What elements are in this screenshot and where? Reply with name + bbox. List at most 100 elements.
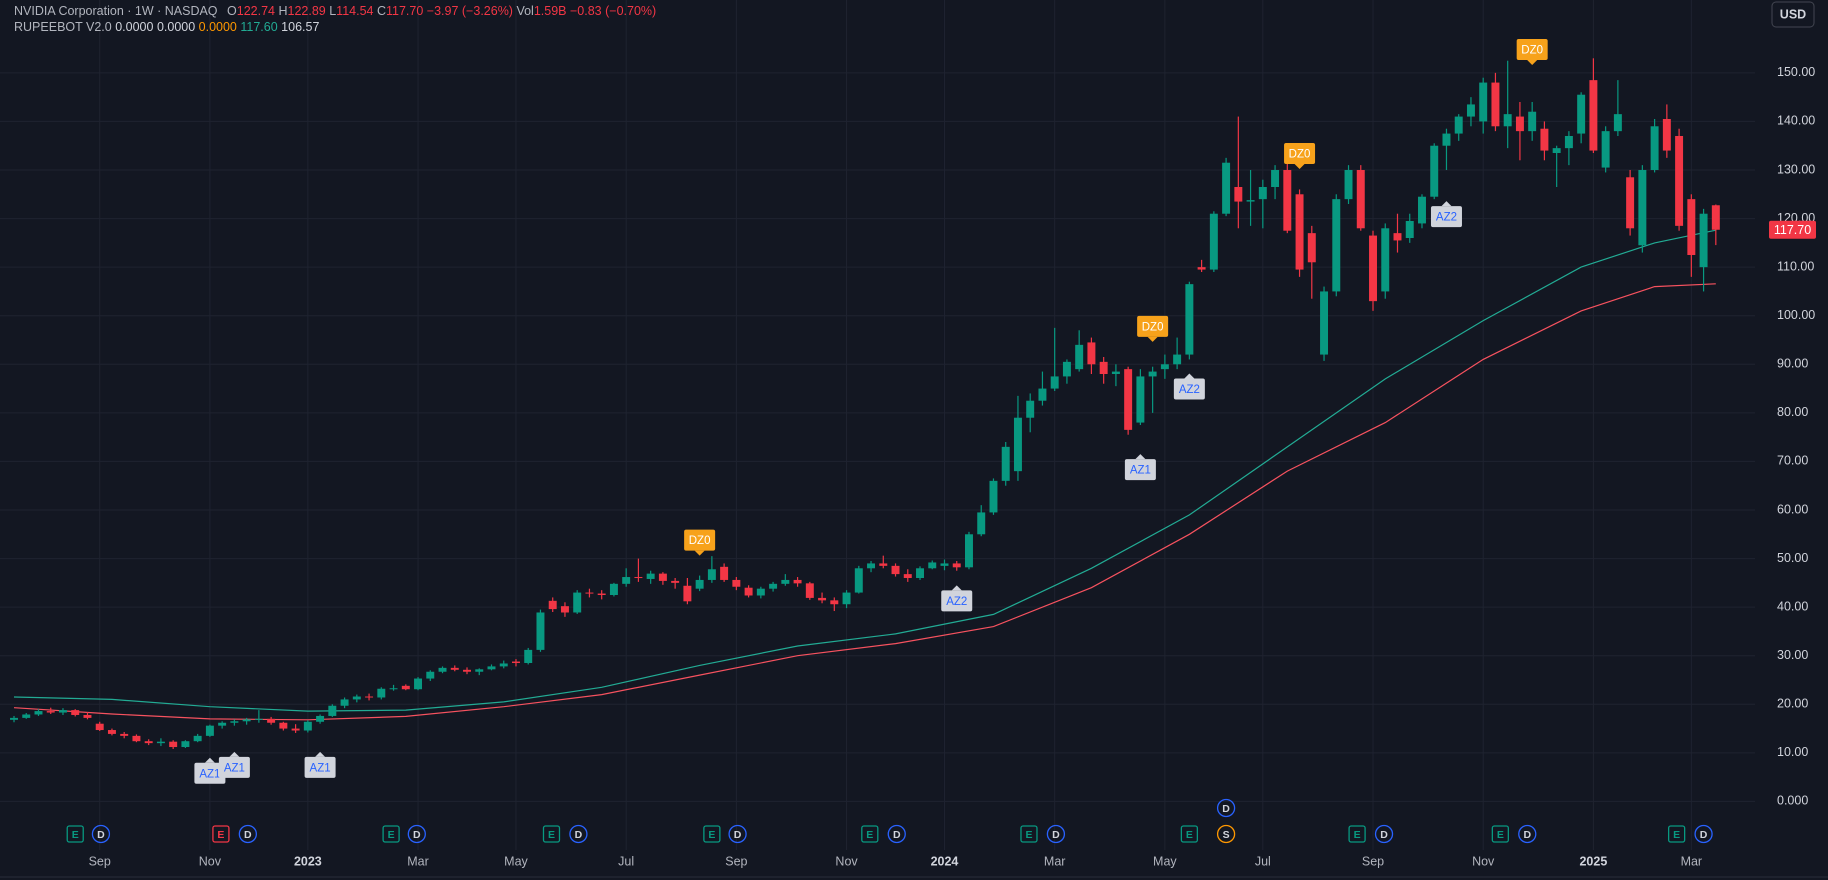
indicator-legend: RUPEEBOT V2.0 0.0000 0.0000 0.0000 117.6… bbox=[14, 20, 319, 34]
candle-body bbox=[1013, 417, 1022, 472]
event-icon[interactable] bbox=[1491, 825, 1509, 843]
currency-button[interactable] bbox=[1771, 1, 1815, 28]
signal-pointer bbox=[1527, 60, 1538, 66]
event-icon[interactable] bbox=[1694, 824, 1713, 844]
candle-body bbox=[1675, 136, 1684, 226]
signal-pointer bbox=[229, 751, 240, 757]
event-icon[interactable] bbox=[1020, 825, 1038, 843]
candle-body bbox=[695, 579, 704, 589]
legend-key: H bbox=[278, 4, 288, 18]
candle-body bbox=[1418, 196, 1426, 224]
signal-pointer bbox=[315, 751, 326, 757]
candle-body bbox=[634, 577, 643, 579]
candle-body bbox=[144, 741, 153, 744]
event-icon[interactable] bbox=[703, 825, 721, 843]
candle-body bbox=[1711, 205, 1720, 230]
candle-body bbox=[903, 574, 912, 578]
candle-body bbox=[377, 688, 386, 698]
event-icon[interactable] bbox=[91, 824, 111, 844]
candle-body bbox=[805, 583, 814, 598]
candle-body bbox=[609, 583, 618, 595]
event-icon[interactable] bbox=[1216, 798, 1236, 818]
x-tick-label: Jul bbox=[1255, 854, 1271, 868]
event-icon[interactable] bbox=[382, 825, 400, 843]
signal-label bbox=[1173, 378, 1205, 400]
candle-body bbox=[1381, 228, 1390, 292]
candle-body bbox=[1356, 170, 1365, 229]
x-tick-label: Sep bbox=[1362, 854, 1384, 868]
symbol-legend: NVIDIA Corporation · 1W · NASDAQ O122.74… bbox=[14, 4, 656, 18]
event-icon[interactable] bbox=[1374, 824, 1394, 844]
candle-body bbox=[977, 512, 986, 535]
candle-body bbox=[499, 663, 508, 667]
event-icon[interactable] bbox=[569, 824, 588, 844]
signal-text: AZ2 bbox=[1179, 384, 1200, 396]
event-icon[interactable] bbox=[66, 825, 84, 843]
candle-body bbox=[83, 714, 92, 718]
y-tick-label: 0.000 bbox=[1777, 794, 1808, 808]
x-tick-label: 2024 bbox=[931, 854, 959, 868]
candle-body bbox=[1589, 80, 1598, 151]
x-tick-label: 2025 bbox=[1579, 854, 1607, 868]
event-icon[interactable] bbox=[238, 824, 258, 844]
event-icon[interactable] bbox=[542, 825, 561, 843]
event-icon[interactable] bbox=[212, 825, 230, 843]
legend-key: C bbox=[376, 4, 386, 18]
candle-body bbox=[450, 667, 459, 670]
candle-body bbox=[1062, 361, 1071, 377]
y-tick-label: 130.00 bbox=[1777, 162, 1815, 176]
legend-value: 122.89 bbox=[287, 4, 326, 18]
candle-body bbox=[1344, 170, 1353, 200]
signal-text: AZ2 bbox=[1436, 212, 1457, 224]
candle-body bbox=[426, 671, 435, 679]
currency-label: USD bbox=[1780, 7, 1806, 21]
candle-body bbox=[1638, 170, 1647, 246]
candle-body bbox=[1320, 291, 1329, 355]
x-tick-label: Nov bbox=[199, 854, 222, 868]
event-label: D bbox=[97, 829, 105, 841]
event-label: D bbox=[1052, 829, 1060, 841]
candle-body bbox=[230, 721, 239, 723]
event-icon[interactable] bbox=[1180, 825, 1199, 843]
candle-body bbox=[891, 565, 900, 575]
legend-key: Vol bbox=[516, 4, 534, 18]
event-icon[interactable] bbox=[1518, 824, 1537, 844]
event-icon[interactable] bbox=[1216, 824, 1236, 844]
event-label: E bbox=[866, 829, 873, 841]
legend-change: −3.97 (−3.26%) bbox=[426, 4, 513, 18]
signal-text: DZ0 bbox=[1142, 321, 1164, 333]
candle-body bbox=[1209, 213, 1218, 270]
candle-body bbox=[401, 685, 410, 690]
signal-pointer bbox=[1135, 454, 1146, 460]
event-icon[interactable] bbox=[407, 824, 426, 844]
candle-body bbox=[414, 678, 423, 690]
event-icon[interactable] bbox=[1667, 825, 1686, 843]
candle-body bbox=[1564, 136, 1573, 149]
signal-label bbox=[1124, 459, 1156, 481]
candle-body bbox=[793, 579, 802, 584]
event-icon[interactable] bbox=[728, 824, 747, 844]
x-tick-label: Mar bbox=[1681, 854, 1703, 868]
legend-key: L bbox=[329, 4, 337, 18]
legend-key: O bbox=[227, 4, 237, 18]
candle-body bbox=[205, 725, 214, 736]
candle-body bbox=[352, 696, 361, 700]
indicator-value: 106.57 bbox=[281, 20, 320, 34]
signal-pointer bbox=[694, 550, 705, 556]
event-icon[interactable] bbox=[887, 824, 906, 844]
signal-pointer bbox=[1294, 163, 1305, 169]
candle-body bbox=[548, 600, 557, 610]
candle-body bbox=[952, 563, 961, 568]
candle-body bbox=[536, 612, 545, 650]
signal-label bbox=[684, 529, 716, 551]
event-label: D bbox=[734, 829, 742, 841]
legend-change: −0.83 (−0.70%) bbox=[570, 4, 657, 18]
event-label: S bbox=[1223, 829, 1230, 841]
event-icon[interactable] bbox=[1348, 825, 1366, 843]
indicator-name: RUPEEBOT V2.0 bbox=[14, 20, 112, 34]
event-icon[interactable] bbox=[861, 825, 879, 843]
candle-body bbox=[1393, 233, 1402, 241]
event-icon[interactable] bbox=[1046, 824, 1066, 844]
candle-body bbox=[683, 585, 692, 602]
